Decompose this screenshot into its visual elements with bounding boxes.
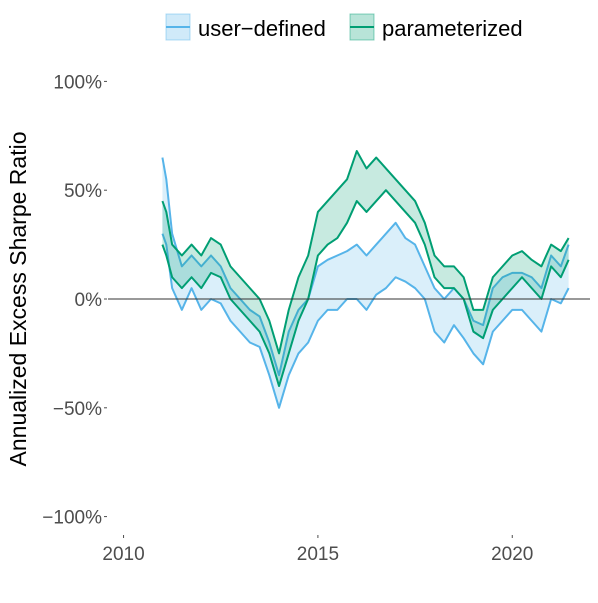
band-fill-parameterized bbox=[162, 151, 569, 387]
y-tick-label: 0% bbox=[75, 290, 103, 311]
band-upper-line-user-defined bbox=[161, 157, 570, 377]
y-tick-label: 100% bbox=[53, 72, 102, 93]
x-tick-label: 2010 bbox=[102, 544, 144, 565]
y-tick-label: 50% bbox=[64, 181, 102, 202]
x-tick-label: 2015 bbox=[297, 544, 339, 565]
legend-label-user-defined: user−defined bbox=[198, 16, 326, 41]
y-axis-ticks: −100% −50% 0% 50% 100% bbox=[42, 72, 107, 529]
legend: user−defined parameterized bbox=[165, 13, 523, 41]
series-bands bbox=[161, 150, 570, 409]
y-tick-label: −50% bbox=[53, 399, 102, 420]
band-lower-line-parameterized bbox=[161, 189, 570, 388]
band-upper-line-parameterized bbox=[161, 150, 570, 355]
band-lower-line-user-defined bbox=[161, 233, 570, 409]
x-tick-label: 2020 bbox=[491, 544, 533, 565]
band-fill-user-defined bbox=[162, 157, 569, 408]
y-tick-label: −100% bbox=[42, 508, 102, 529]
legend-label-parameterized: parameterized bbox=[382, 16, 523, 41]
y-axis-title: Annualized Excess Sharpe Ratio bbox=[5, 132, 31, 467]
x-axis-ticks: 2010 2015 2020 bbox=[102, 535, 533, 565]
